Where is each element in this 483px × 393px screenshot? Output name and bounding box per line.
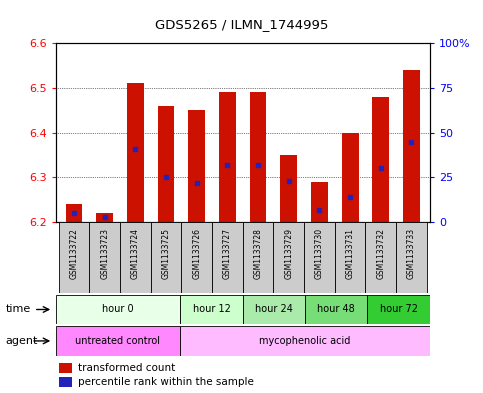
Bar [56, 326, 180, 356]
Bar [157, 106, 174, 222]
Bar [180, 326, 430, 356]
Text: percentile rank within the sample: percentile rank within the sample [78, 377, 254, 387]
Text: untreated control: untreated control [75, 336, 160, 346]
Bar [243, 222, 273, 293]
Text: GSM1133728: GSM1133728 [254, 228, 263, 279]
Text: hour 0: hour 0 [102, 305, 134, 314]
Bar [56, 295, 180, 324]
Text: GSM1133730: GSM1133730 [315, 228, 324, 279]
Text: GSM1133732: GSM1133732 [376, 228, 385, 279]
Bar [250, 92, 267, 222]
Text: GSM1133726: GSM1133726 [192, 228, 201, 279]
Bar [181, 222, 212, 293]
Bar [242, 295, 305, 324]
Bar [311, 182, 328, 222]
Bar [368, 295, 430, 324]
Bar [66, 204, 83, 222]
Bar [188, 110, 205, 222]
Text: GSM1133723: GSM1133723 [100, 228, 109, 279]
Text: agent: agent [6, 336, 38, 346]
Text: hour 48: hour 48 [317, 305, 355, 314]
Bar [59, 363, 72, 373]
Bar [366, 222, 396, 293]
Bar [58, 222, 89, 293]
Text: GSM1133731: GSM1133731 [346, 228, 355, 279]
Bar [304, 222, 335, 293]
Text: GSM1133722: GSM1133722 [70, 228, 78, 279]
Text: GSM1133725: GSM1133725 [161, 228, 170, 279]
Bar [212, 222, 243, 293]
Bar [372, 97, 389, 222]
Bar [127, 83, 144, 222]
Bar [273, 222, 304, 293]
Bar [180, 295, 242, 324]
Bar [89, 222, 120, 293]
Bar [59, 377, 72, 387]
Bar [280, 155, 297, 222]
Bar [96, 213, 113, 222]
Bar [396, 222, 427, 293]
Text: hour 72: hour 72 [380, 305, 418, 314]
Bar [335, 222, 366, 293]
Text: hour 24: hour 24 [255, 305, 293, 314]
Text: GSM1133733: GSM1133733 [407, 228, 416, 279]
Text: GSM1133724: GSM1133724 [131, 228, 140, 279]
Text: GDS5265 / ILMN_1744995: GDS5265 / ILMN_1744995 [155, 18, 328, 31]
Text: GSM1133727: GSM1133727 [223, 228, 232, 279]
Text: GSM1133729: GSM1133729 [284, 228, 293, 279]
Bar [151, 222, 181, 293]
Bar [120, 222, 151, 293]
Bar [403, 70, 420, 222]
Bar [341, 133, 358, 222]
Text: time: time [6, 305, 31, 314]
Bar [305, 295, 368, 324]
Text: mycophenolic acid: mycophenolic acid [259, 336, 351, 346]
Text: hour 12: hour 12 [193, 305, 230, 314]
Text: transformed count: transformed count [78, 363, 175, 373]
Bar [219, 92, 236, 222]
